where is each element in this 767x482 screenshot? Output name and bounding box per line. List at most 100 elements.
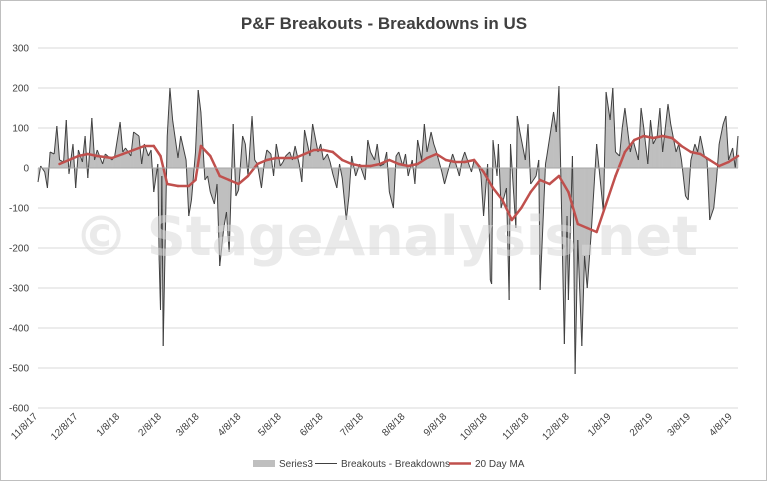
- breakouts-line-segment: [242, 135, 246, 145]
- breakouts-line-segment: [718, 123, 724, 145]
- breakouts-line-segment: [694, 143, 699, 153]
- breakouts-line-segment: [119, 121, 124, 153]
- ma-line-segment: [727, 154, 740, 164]
- x-tick-label-6: 5/8/18: [256, 411, 284, 439]
- breakouts-line-segment: [190, 151, 196, 201]
- ma-line-layer: [58, 134, 740, 234]
- series3-area-segment: [709, 167, 715, 221]
- breakouts-line-segment: [81, 135, 86, 163]
- ma-line-segment: [194, 144, 203, 182]
- breakouts-line-segment: [298, 163, 303, 183]
- breakouts-line-segment: [147, 149, 152, 157]
- ma-line-segment: [227, 178, 240, 186]
- ma-line-segment: [548, 174, 561, 186]
- x-tick-label-4: 3/8/18: [174, 411, 202, 439]
- breakouts-line-segment: [519, 131, 526, 161]
- ma-line-segment: [623, 138, 636, 154]
- breakouts-line-segment: [571, 155, 575, 249]
- breakouts-line-segment: [345, 195, 350, 221]
- ma-line-segment: [265, 156, 278, 162]
- breakouts-line-segment: [37, 165, 42, 183]
- ma-line-segment: [689, 150, 702, 156]
- x-tick-label-13: 12/8/18: [540, 411, 572, 443]
- breakouts-line-segment: [444, 163, 451, 185]
- breakouts-line-segment: [322, 153, 328, 161]
- breakouts-line-segment: [699, 135, 705, 157]
- y-tick-label-5: -200: [9, 244, 29, 255]
- breakouts-line-segment: [734, 135, 739, 169]
- breakouts-line-segment: [417, 139, 423, 161]
- ma-line-segment: [152, 144, 162, 158]
- ma-line-segment: [699, 152, 711, 162]
- ma-line-segment: [642, 134, 655, 140]
- breakouts-line-segment: [706, 159, 711, 221]
- breakouts-line-segment: [675, 143, 680, 153]
- breakouts-line-segment: [470, 159, 475, 173]
- breakouts-line-segment: [275, 143, 281, 167]
- breakouts-line-segment: [332, 173, 338, 189]
- breakouts-line-segment: [379, 163, 385, 167]
- ma-line-segment: [388, 158, 401, 166]
- breakouts-line-segment: [388, 191, 394, 209]
- breakouts-line-segment: [530, 175, 537, 185]
- breakouts-line-segment: [219, 227, 225, 267]
- ma-line-segment: [331, 150, 344, 162]
- ma-line-segment: [444, 158, 457, 164]
- breakouts-line-segment: [339, 163, 343, 179]
- breakouts-line-segment: [555, 85, 560, 133]
- series3-area-segment: [718, 123, 724, 169]
- breakouts-line-segment: [605, 91, 611, 121]
- legend-label-breakouts: Breakouts - Breakdowns: [341, 459, 450, 470]
- breakouts-line-segment: [715, 143, 720, 181]
- breakouts-line-segment: [662, 103, 669, 153]
- breakouts-line-segment: [114, 121, 121, 157]
- ma-line-segment: [58, 158, 71, 166]
- ma-line-segment: [293, 152, 306, 160]
- ma-line-segment: [661, 134, 674, 140]
- breakouts-line-segment: [197, 89, 202, 113]
- breakouts-line-segment: [247, 115, 253, 177]
- ma-line-segment: [256, 158, 269, 166]
- ma-line-segment: [322, 148, 335, 154]
- ma-line-segment: [350, 162, 363, 168]
- ma-line-segment: [680, 144, 693, 154]
- ma-line-segment: [187, 178, 197, 188]
- x-tick-label-16: 3/8/19: [666, 411, 694, 439]
- breakouts-line-segment: [46, 151, 51, 189]
- breakouts-line-segment: [294, 145, 300, 165]
- breakouts-line-segment: [188, 199, 192, 217]
- legend-label-series3: Series3: [279, 459, 313, 470]
- breakouts-line-segment: [273, 143, 277, 177]
- ma-line-segment: [585, 226, 598, 234]
- x-tick-label-9: 8/8/18: [380, 411, 408, 439]
- x-tick-label-10: 9/8/18: [422, 411, 450, 439]
- breakouts-line-segment: [185, 159, 190, 217]
- series3-area-segment: [49, 151, 55, 169]
- ma-line-segment: [425, 152, 438, 160]
- y-tick-label-3: 0: [23, 164, 29, 175]
- breakouts-line-segment: [53, 125, 58, 155]
- breakouts-line-segment: [162, 135, 168, 347]
- breakouts-line-segment: [581, 255, 586, 347]
- breakouts-line-segment: [177, 135, 182, 159]
- breakouts-line-segment: [596, 143, 604, 213]
- ma-line-segment: [416, 156, 429, 166]
- ma-line-segment: [651, 134, 664, 140]
- ma-line-segment: [595, 202, 608, 234]
- breakouts-line-segment: [122, 147, 126, 153]
- breakouts-line-segment: [102, 153, 106, 165]
- breakouts-line-segment: [40, 165, 46, 173]
- ma-line-segment: [121, 148, 135, 156]
- breakouts-line-segment: [643, 127, 649, 165]
- breakouts-line-segment: [225, 211, 230, 253]
- breakouts-line-segment: [56, 125, 61, 161]
- breakouts-line-segment: [84, 135, 89, 179]
- breakouts-line-segment: [341, 177, 347, 221]
- breakouts-line-segment: [709, 207, 715, 221]
- breakouts-line-segment: [312, 123, 319, 153]
- x-axis-ticks: 11/8/17 12/8/17 1/8/18 2/8/18 3/8/18 4/8/18 5/…: [9, 411, 735, 443]
- ma-line-segment: [510, 206, 523, 222]
- breakouts-line-segment: [244, 143, 249, 177]
- breakouts-line-segment: [586, 231, 592, 289]
- breakouts-line-segment: [612, 87, 616, 153]
